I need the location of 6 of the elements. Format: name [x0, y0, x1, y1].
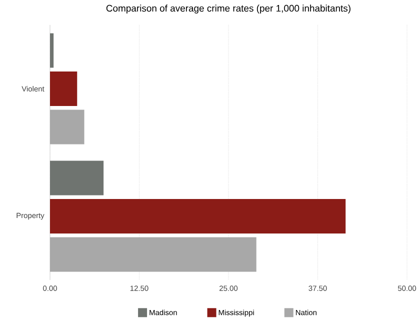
bar: [50, 72, 78, 106]
bar: [50, 160, 104, 196]
bar: [50, 33, 54, 68]
chart-title: Comparison of average crime rates (per 1,000 inhabitants): [106, 4, 350, 14]
bar: [50, 199, 346, 234]
bar: [50, 110, 84, 144]
